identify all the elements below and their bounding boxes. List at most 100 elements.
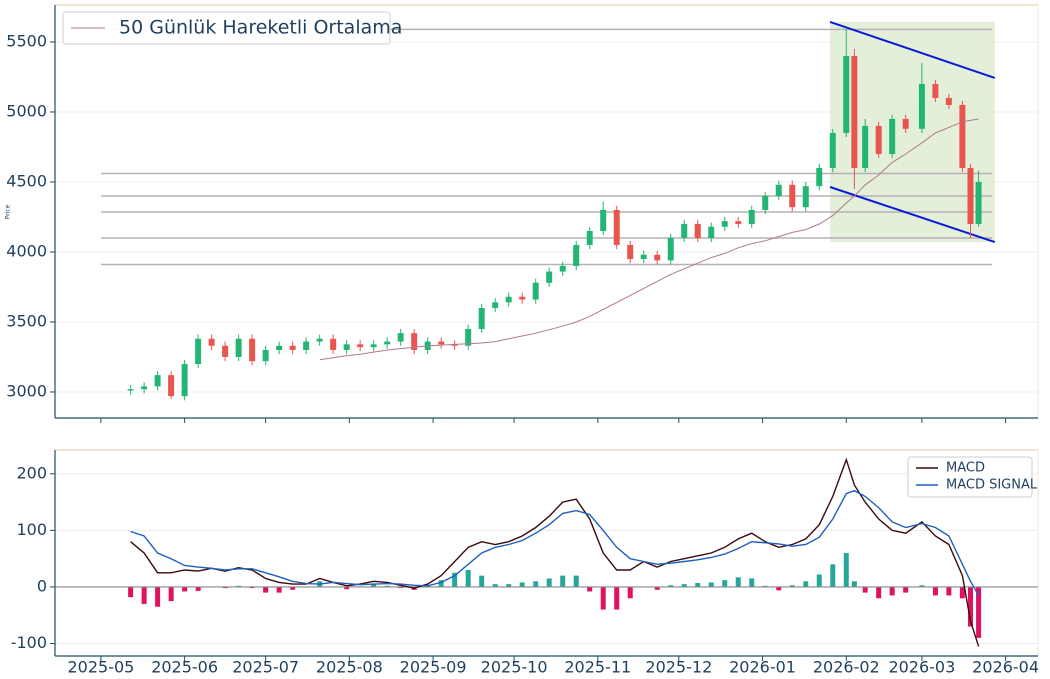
candle-body [384,341,391,345]
histogram-bar [735,577,741,587]
y-tick-label: 0 [37,576,47,595]
histogram-bar [479,575,485,587]
candle-body [816,167,823,187]
histogram-bar [438,580,444,587]
histogram-bar [668,585,674,587]
histogram-bar [919,585,925,587]
candle-body [851,55,858,168]
candle-body [694,223,701,238]
candle-body [262,349,269,362]
candle-body [519,296,526,300]
histogram-bar [492,584,498,587]
candle-body [967,167,974,224]
histogram-bar [519,582,525,587]
candle-body [862,125,869,168]
candle-body [829,132,836,168]
histogram-bar [830,564,836,587]
histogram-bar [876,586,882,599]
histogram-bar [600,586,606,610]
candle-body [959,104,966,168]
histogram-bar [903,586,909,593]
candle-body [775,184,782,196]
candle-body [654,254,661,261]
series-line [130,457,980,647]
candle-body [451,344,458,346]
candle-body [802,186,809,208]
legend-box [62,11,391,45]
y-tick-label: 4000 [6,241,47,260]
histogram-bar [587,586,593,592]
histogram-bar [168,586,174,602]
x-tick-label: 2025-10 [481,658,548,677]
histogram-bar [182,586,188,592]
y-tick-label: -100 [11,633,47,652]
candle-body [465,328,472,346]
histogram-bar [862,586,868,593]
histogram-bar [889,586,895,596]
histogram-bar [803,581,809,587]
histogram-bar [533,581,539,587]
candle-body [343,344,350,350]
candle-body [708,226,715,238]
histogram-bar [276,586,282,593]
histogram-bar [946,586,952,596]
histogram-bar [506,584,512,587]
candle-body [721,221,728,227]
candle-body [559,265,566,272]
x-tick-label: 2026-02 [813,658,880,677]
series-line [130,489,980,596]
candle-body [667,237,674,261]
histogram-bar [141,586,147,604]
candle-body [397,333,404,342]
candle-body [222,345,229,357]
candle-body [640,254,647,259]
histogram-bar [627,586,633,599]
legend-label: 50 Günlük Hareketli Ortalama [119,17,402,39]
candle-body [532,282,539,300]
y-tick-label: 200 [16,463,47,482]
x-tick-label: 2026-01 [729,658,796,677]
candle-body [505,296,512,303]
histogram-bar [695,582,701,587]
candle-body [546,271,553,283]
candle-body [357,344,364,348]
candle-body [478,307,485,329]
candle-body [249,338,256,362]
histogram-bar [128,586,134,598]
x-tick-label: 2026-03 [888,658,955,677]
legend: MACD MACD SIGNAL [907,456,1038,498]
histogram-bar [654,586,660,590]
x-tick-label: 2025-12 [645,658,712,677]
histogram-bar [452,572,458,587]
candle-body [168,375,175,397]
candle-body [735,221,742,224]
y-axis-label: Price [5,204,12,219]
histogram-bar [344,586,350,590]
histogram-bar [290,586,296,590]
candle-body [154,375,161,387]
histogram-bar [155,586,161,607]
histogram-bar [976,586,982,638]
candle-body [303,341,310,350]
channel-area [830,21,995,243]
candle-body [370,344,377,348]
histogram-bar [722,580,728,587]
candle-body [235,338,242,357]
histogram-bar [776,586,782,591]
histogram-bar [932,586,938,596]
x-tick-label: 2025-08 [316,658,383,677]
candle-body [208,338,215,346]
candle-body [889,118,896,154]
histogram-bar [749,578,755,587]
y-tick-label: 3000 [6,381,47,400]
histogram-bar [195,586,201,591]
x-tick-label: 2025-06 [151,658,218,677]
histogram-bar [708,582,714,587]
histogram-bar [614,586,620,610]
candle-body [411,333,418,350]
legend-label: MACD SIGNAL [946,478,1038,493]
candle-body [316,338,323,342]
histogram-bar [967,586,973,627]
histogram-bar [959,586,965,599]
